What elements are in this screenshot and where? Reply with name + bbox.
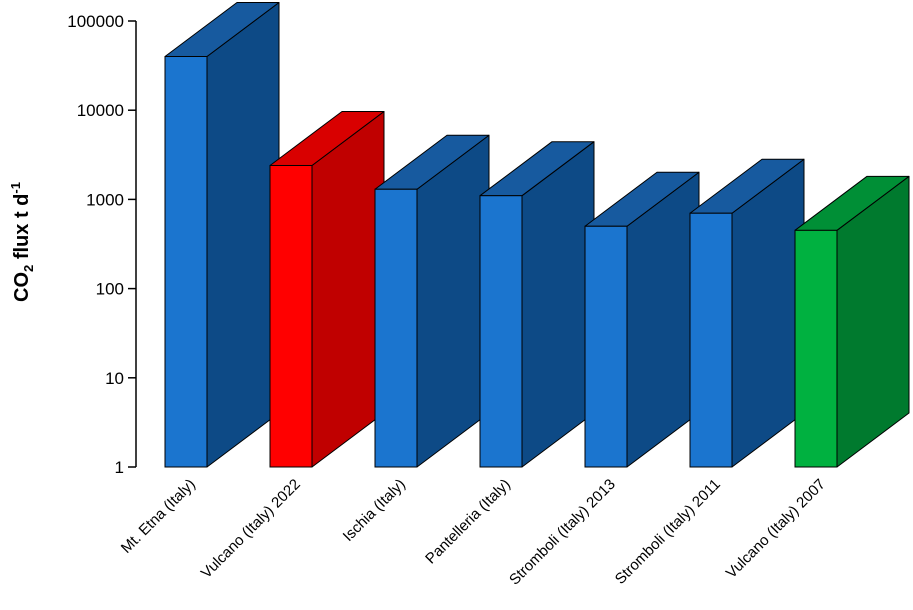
bar-front xyxy=(164,55,208,468)
y-tick-label: 10000 xyxy=(77,101,124,120)
y-axis-label-sub: 2 xyxy=(21,265,36,272)
bar xyxy=(479,141,595,468)
category-label: Vulcano (Italy) 2022 xyxy=(198,476,304,582)
category-labels: Mt. Etna (Italy) Vulcano (Italy) 2022 Isch… xyxy=(118,476,829,589)
bar xyxy=(584,171,700,468)
bar-side xyxy=(206,1,280,468)
category-label: Stromboli (Italy) 2011 xyxy=(612,476,724,588)
bar xyxy=(374,134,490,468)
bar xyxy=(794,175,910,468)
y-axis: 1 10 100 1000 10000 100000 xyxy=(67,12,137,477)
y-tick-label: 1000 xyxy=(86,190,124,209)
bar xyxy=(269,110,385,468)
bar xyxy=(689,158,805,468)
y-axis-label-base: CO xyxy=(11,272,33,302)
bar-front xyxy=(269,164,313,468)
y-axis-label: CO2 flux t d-1 xyxy=(8,182,36,302)
category-label: Mt. Etna (Italy) xyxy=(118,476,199,557)
bar-side xyxy=(416,134,490,468)
y-tick-label: 100000 xyxy=(67,12,124,31)
bar-front xyxy=(584,225,628,468)
bar-side xyxy=(311,110,385,468)
bar-front xyxy=(794,229,838,468)
y-tick-label: 100 xyxy=(96,280,124,299)
category-label: Stromboli (Italy) 2013 xyxy=(506,476,619,589)
bar-side xyxy=(521,141,595,468)
bars xyxy=(164,1,910,468)
category-label: Ischia (Italy) xyxy=(340,476,409,545)
category-label: Pantelleria (Italy) xyxy=(422,476,514,568)
y-axis-label-sup: -1 xyxy=(8,182,23,194)
y-axis-label-mid: flux t d xyxy=(11,194,33,265)
bar-front xyxy=(689,212,733,468)
y-tick-label: 10 xyxy=(105,369,124,388)
bar-front xyxy=(479,195,523,468)
y-tick-label: 1 xyxy=(115,458,124,477)
category-label: Vulcano (Italy) 2007 xyxy=(723,476,829,582)
bar-front xyxy=(374,188,418,468)
bar xyxy=(164,1,280,468)
